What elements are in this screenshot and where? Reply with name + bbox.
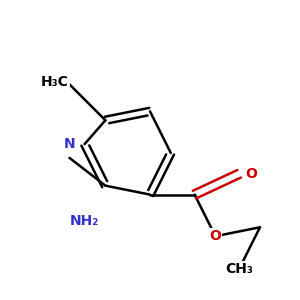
Text: CH₃: CH₃ (225, 262, 253, 276)
Text: H₃C: H₃C (41, 75, 69, 88)
Text: NH₂: NH₂ (70, 214, 99, 228)
Text: N: N (64, 137, 76, 151)
Text: O: O (245, 167, 257, 181)
Text: O: O (209, 229, 221, 243)
